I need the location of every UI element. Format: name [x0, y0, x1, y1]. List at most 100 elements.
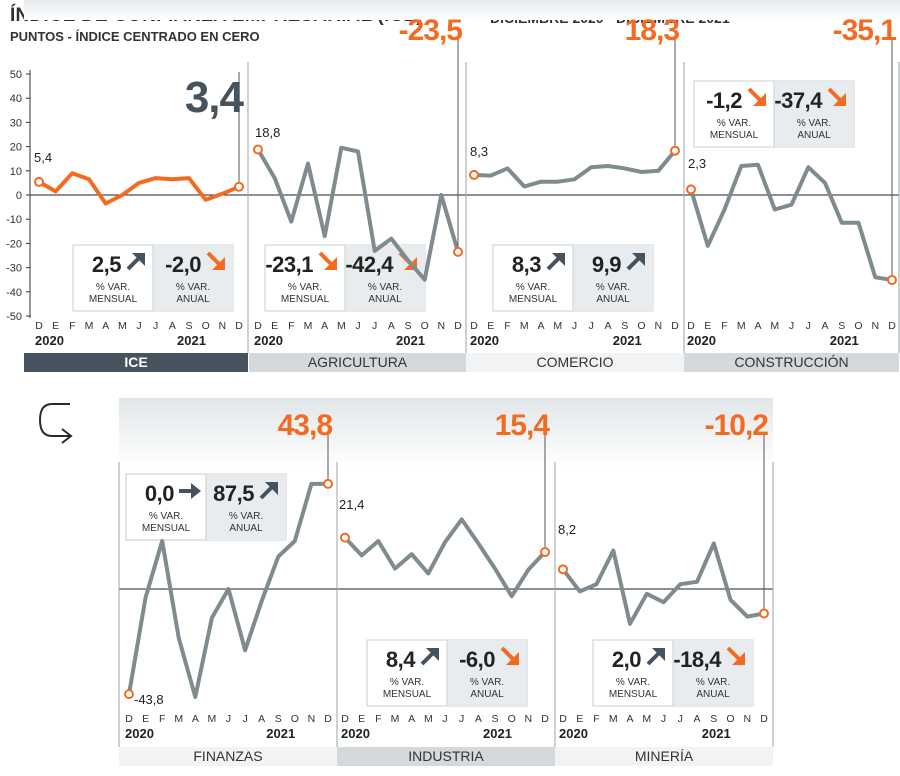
- var-mensual-label: % VAR.: [149, 511, 183, 522]
- start-value-label: 5,4: [34, 150, 52, 165]
- var-mensual-arrow-icon: [324, 257, 337, 270]
- variation-box-annual-bg: [345, 245, 425, 311]
- month-tick-label: J: [355, 320, 360, 332]
- var-mensual-value: -1,2: [706, 88, 742, 113]
- category-tag: [24, 353, 248, 372]
- month-tick-label: J: [678, 713, 683, 725]
- month-tick-label: D: [760, 713, 768, 725]
- var-mensual-label: % VAR.: [96, 282, 130, 293]
- month-tick-label: S: [710, 713, 717, 725]
- month-tick-label: N: [871, 320, 879, 332]
- month-tick-label: A: [537, 320, 544, 332]
- y-tick-label: 20: [10, 142, 22, 154]
- month-tick-label: M: [424, 713, 433, 725]
- month-tick-label: N: [438, 320, 446, 332]
- panel-industria: 8,4% VAR.MENSUAL-6,0% VAR.ANUAL21,415,4D…: [337, 409, 556, 766]
- month-tick-label: A: [169, 320, 176, 332]
- year-label-start: 2020: [559, 726, 588, 741]
- month-tick-label: S: [491, 713, 498, 725]
- month-tick-label: E: [576, 713, 583, 725]
- month-tick-label: O: [637, 320, 645, 332]
- var-anual-arrow-icon: [212, 257, 225, 270]
- var-anual-label: % VAR.: [229, 511, 263, 522]
- series-line-industria: [343, 517, 547, 599]
- category-label: COMERCIO: [537, 354, 614, 370]
- month-tick-label: J: [442, 713, 447, 725]
- y-tick-label: -10: [6, 214, 22, 226]
- month-tick-label: A: [258, 713, 265, 725]
- month-tick-label: J: [661, 713, 666, 725]
- var-mensual-arrow-icon: [753, 93, 766, 106]
- month-tick-label: A: [821, 320, 828, 332]
- category-label: FINANZAS: [193, 748, 262, 764]
- series-line-mineria: [561, 541, 766, 626]
- month-tick-label: S: [185, 320, 192, 332]
- start-point-marker: [340, 532, 350, 543]
- var-mensual-label: % VAR.: [288, 282, 322, 293]
- var-mensual-label: % VAR.: [616, 677, 650, 688]
- month-tick-label: E: [704, 320, 711, 332]
- month-tick-label: F: [159, 713, 165, 725]
- bottom-header-strip: [119, 398, 773, 466]
- var-mensual-value: 8,4: [386, 647, 416, 672]
- y-axis: 50 40 30 20 10 0 -10 -20 -30 -40 -50: [6, 69, 31, 323]
- month-tick-label: D: [235, 320, 243, 332]
- month-tick-label: S: [621, 320, 628, 332]
- month-tick-label: D: [470, 320, 478, 332]
- end-point-marker: [759, 608, 769, 619]
- variation-box: 2,0% VAR.MENSUAL-18,4% VAR.ANUAL: [592, 639, 754, 707]
- y-tick-label: 0: [16, 190, 22, 202]
- var-anual-label: ANUAL: [797, 130, 831, 141]
- var-anual-label: ANUAL: [696, 689, 730, 700]
- variation-box-annual-bg: [774, 81, 854, 147]
- year-label-start: 2020: [341, 726, 370, 741]
- series-line-ice: [37, 171, 241, 206]
- var-anual-value: 9,9: [592, 252, 621, 277]
- year-label-start: 2020: [470, 333, 499, 348]
- month-tick-label: A: [321, 320, 328, 332]
- variation-box: -23,1% VAR.MENSUAL-42,4% VAR.ANUAL: [264, 244, 426, 312]
- start-point-marker: [469, 169, 479, 180]
- month-tick-label: F: [288, 320, 294, 332]
- var-mensual-label: MENSUAL: [710, 130, 759, 141]
- year-label-start: 2020: [687, 333, 716, 348]
- month-tick-label: J: [153, 320, 158, 332]
- month-tick-label: D: [454, 320, 462, 332]
- year-label-start: 2020: [125, 726, 154, 741]
- month-tick-label: M: [337, 320, 346, 332]
- variation-box-annual-bg: [673, 640, 753, 706]
- month-tick-label: E: [52, 320, 59, 332]
- year-label-start: 2020: [35, 333, 64, 348]
- month-tick-label: A: [604, 320, 611, 332]
- start-value-label: -43,8: [134, 692, 164, 707]
- category-tag: [466, 353, 684, 372]
- month-tick-label: O: [421, 320, 429, 332]
- month-tick-label: E: [358, 713, 365, 725]
- month-tick-label: S: [275, 713, 282, 725]
- var-mensual-arrow-icon: [552, 253, 565, 266]
- month-tick-label: S: [404, 320, 411, 332]
- panel-agricultura: -23,1% VAR.MENSUAL-42,4% VAR.ANUAL18,8-2…: [249, 14, 467, 372]
- month-tick-label: D: [341, 713, 349, 725]
- var-anual-value: -18,4: [673, 647, 722, 672]
- category-tag: [684, 353, 899, 372]
- month-tick-label: J: [806, 320, 811, 332]
- month-tick-label: J: [242, 713, 247, 725]
- var-mensual-label: % VAR.: [390, 677, 424, 688]
- month-tick-label: J: [589, 320, 594, 332]
- month-tick-label: M: [553, 320, 562, 332]
- month-tick-label: A: [192, 713, 199, 725]
- month-tick-label: D: [559, 713, 567, 725]
- variation-box: -1,2% VAR.MENSUAL-37,4% VAR.ANUAL: [693, 80, 855, 148]
- month-tick-label: A: [475, 713, 482, 725]
- category-label: ICE: [124, 354, 147, 370]
- var-anual-label: ANUAL: [596, 294, 630, 305]
- month-tick-label: D: [888, 320, 896, 332]
- year-label-end: 2021: [830, 333, 859, 348]
- month-tick-label: A: [693, 713, 700, 725]
- month-tick-label: M: [85, 320, 94, 332]
- month-tick-label: M: [174, 713, 183, 725]
- category-tag: [119, 747, 337, 766]
- category-label: INDUSTRIA: [408, 748, 484, 764]
